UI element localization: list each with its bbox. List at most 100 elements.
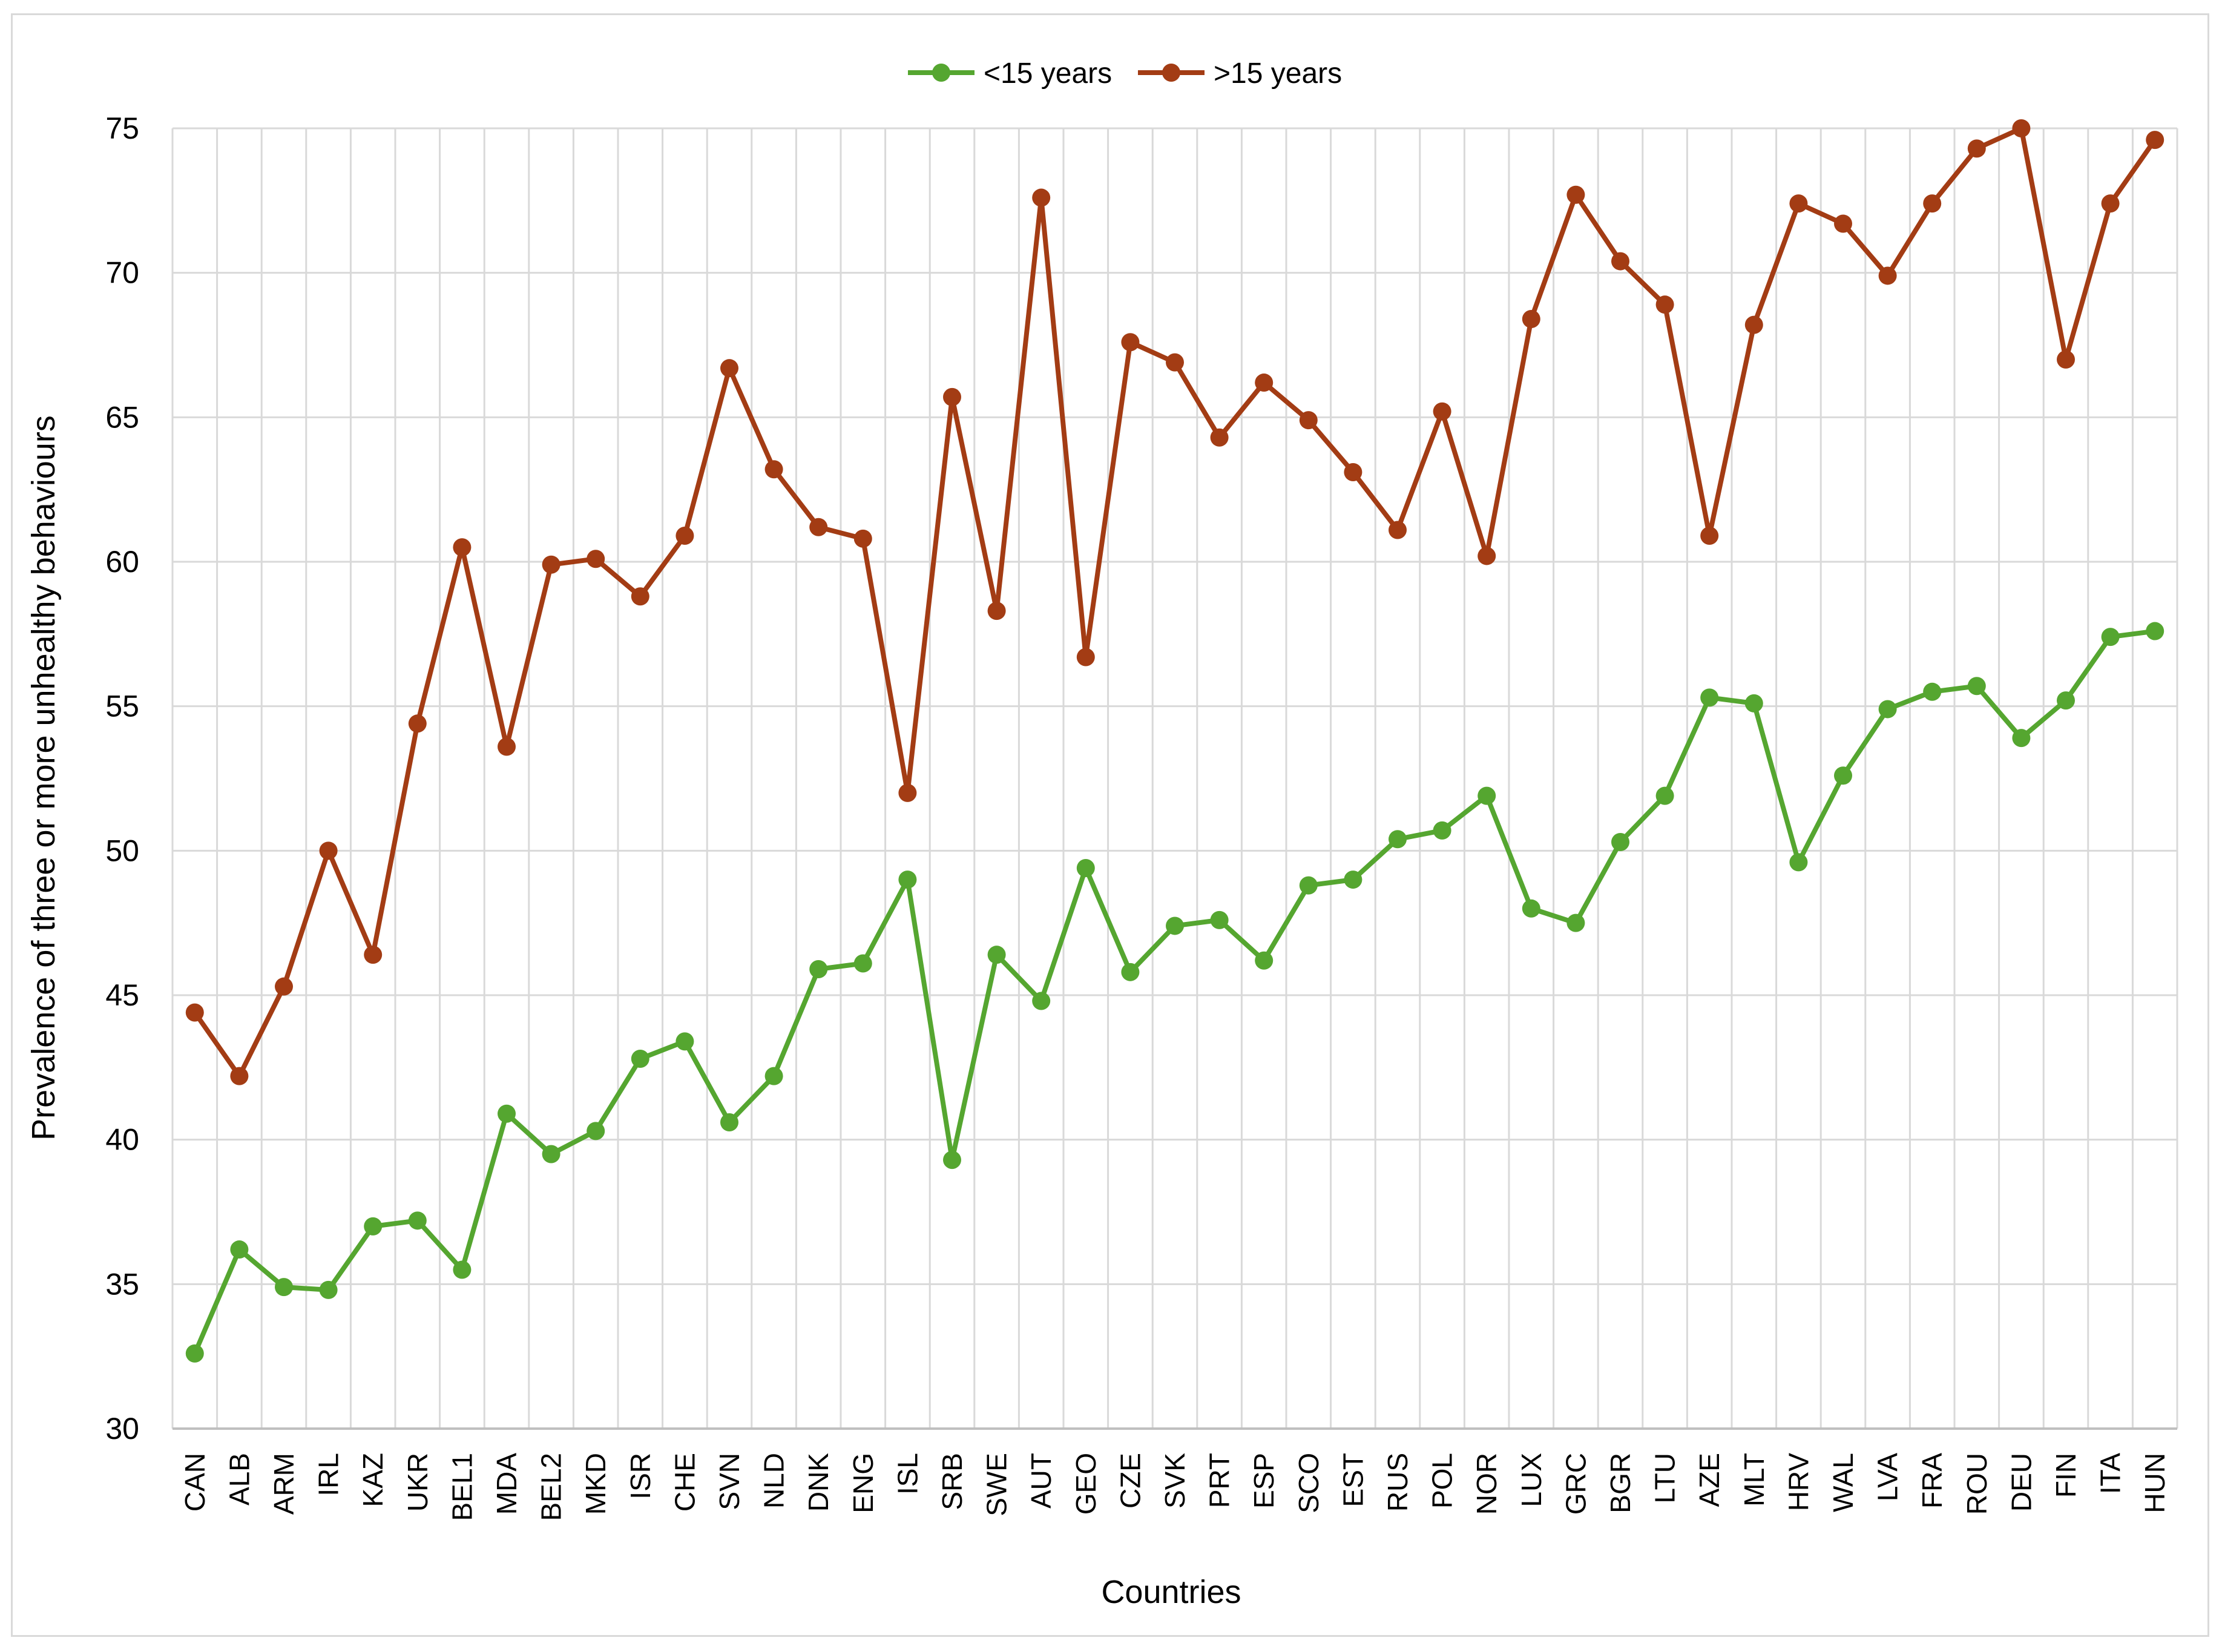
data-point [2146,622,2164,640]
x-tick-label: RUS [1382,1453,1413,1512]
data-point [987,602,1006,620]
legend-marker-0 [932,64,950,82]
y-axis-title: Prevalence of three or more unhealthy be… [25,415,62,1140]
x-tick-label: UKR [402,1453,433,1512]
data-point [275,977,293,996]
data-point [1700,527,1719,545]
data-point [185,1344,204,1363]
data-point [408,1211,427,1230]
data-point [720,1113,738,1132]
data-point [408,714,427,733]
data-point [1389,830,1407,849]
data-point [1076,648,1095,666]
data-point [1566,185,1585,204]
data-point [1655,295,1674,314]
x-tick-labels: CAN ALB ARM IRL KAZ UKR BEL1 MDA BEL2 MKD ISR CHE SV… [179,1453,2171,1521]
data-point [453,538,472,557]
data-point [1121,333,1140,352]
legend-marker-1 [1162,64,1180,82]
x-tick-label: MDA [491,1453,522,1515]
x-tick-label: GEO [1070,1453,1102,1515]
data-point [1923,682,1942,701]
x-tick-label: NLD [758,1453,790,1509]
data-point [764,460,783,479]
data-point [809,518,828,536]
x-tick-label: SRB [936,1453,968,1510]
y-tick-label: 60 [105,545,139,579]
x-tick-label: FIN [2050,1453,2082,1498]
data-point [1299,876,1318,895]
x-tick-label: ROU [1961,1453,1993,1515]
data-point [1967,677,1986,696]
data-point [542,555,560,574]
x-tick-label: ENG [847,1453,879,1513]
y-tick-label: 40 [105,1123,139,1157]
data-point [764,1067,783,1085]
x-tick-label: FRA [1916,1453,1948,1509]
data-point [1166,353,1184,372]
data-point [2146,131,2164,150]
x-tick-label: PRT [1204,1453,1235,1508]
x-tick-label: AZE [1694,1453,1725,1507]
data-point [587,1122,605,1140]
x-tick-label: LVA [1872,1453,1904,1501]
data-point [1121,963,1140,981]
data-point [1522,899,1540,918]
x-tick-label: CZE [1114,1453,1146,1509]
x-tick-label: LTU [1649,1453,1681,1504]
x-tick-label: CAN [179,1453,211,1512]
data-point [1789,194,1808,213]
data-point [2101,628,2120,647]
y-tick-label: 50 [105,834,139,867]
data-point [1566,913,1585,932]
x-tick-label: HUN [2139,1453,2171,1513]
data-point [1878,700,1897,719]
x-tick-label: ALB [223,1453,255,1506]
data-point [542,1145,560,1163]
data-point [1210,910,1229,929]
data-point [675,527,694,545]
data-point [1744,315,1763,334]
x-tick-label: AUT [1025,1453,1057,1509]
x-tick-label: MKD [580,1453,611,1515]
data-point [1076,858,1095,877]
data-point [1923,194,1942,213]
series-lines [192,126,2157,1355]
x-tick-label: ITA [2095,1453,2126,1494]
data-point [1433,821,1451,840]
x-tick-label: POL [1427,1453,1458,1509]
x-tick-label: BEL1 [446,1453,478,1521]
data-point [1032,188,1051,207]
data-point [2101,194,2120,213]
data-point [1834,214,1852,233]
data-point [364,946,383,964]
data-point [185,1003,204,1022]
data-point [2012,729,2031,748]
x-tick-label: ARM [268,1453,300,1515]
x-tick-label: KAZ [357,1453,389,1507]
x-tick-label: CHE [669,1453,700,1512]
data-point [1344,870,1362,889]
x-tick-label: NOR [1471,1453,1502,1515]
data-point [1477,786,1496,805]
data-point [587,550,605,568]
data-point [453,1260,472,1279]
y-tick-label: 75 [105,111,139,145]
x-tick-label: SVN [714,1453,745,1510]
y-tick-label: 70 [105,256,139,290]
data-point [1344,463,1362,482]
data-point [2012,119,2031,137]
data-point [987,946,1006,964]
data-point [1477,547,1496,565]
x-tick-label: LUX [1516,1453,1547,1507]
y-tick-label: 30 [105,1412,139,1446]
y-tick-label: 45 [105,978,139,1012]
data-point [364,1217,383,1236]
data-point [1522,310,1540,329]
x-tick-label: MLT [1738,1453,1770,1507]
x-tick-label: BEL2 [536,1453,567,1521]
chart-frame [11,13,2209,1637]
data-point [809,960,828,979]
x-tick-label: ESP [1248,1453,1280,1509]
y-tick-label: 65 [105,400,139,434]
